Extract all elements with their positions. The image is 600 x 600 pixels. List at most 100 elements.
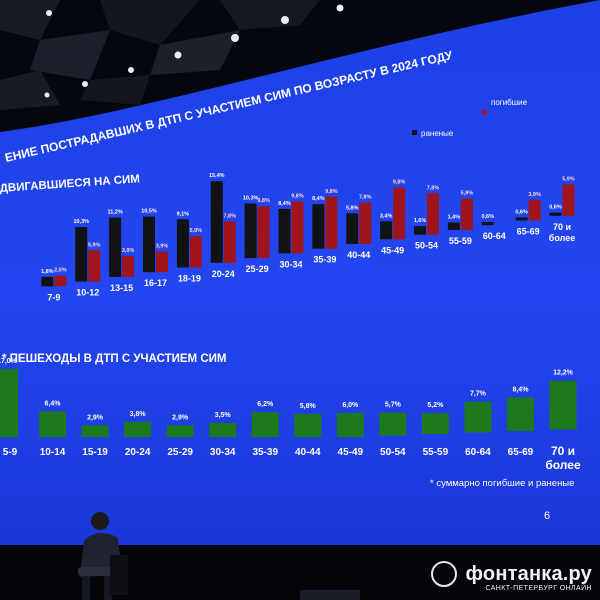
data-label-injured: 10,3% xyxy=(243,196,259,202)
data-label-pedestrians: 6,0% xyxy=(342,402,359,409)
x-tick-label: 30-34 xyxy=(210,447,236,458)
data-label-pedestrians: 7,7% xyxy=(470,391,487,398)
legend-swatch-killed xyxy=(482,110,487,115)
x-tick-label: 55-59 xyxy=(449,236,472,246)
bar-pedestrians xyxy=(336,413,364,437)
x-tick-label: 70 и более xyxy=(545,444,581,472)
bar-pedestrians xyxy=(251,412,279,437)
x-tick-label: 7-9 xyxy=(47,292,60,302)
data-label-injured: 1,4% xyxy=(448,214,461,220)
x-tick-label: 25-29 xyxy=(167,447,193,458)
data-label-pedestrians: 8,4% xyxy=(512,386,529,393)
data-label-pedestrians: 5,8% xyxy=(300,403,317,410)
data-label-injured: 0,6% xyxy=(515,209,528,215)
data-label-killed: 9,8% xyxy=(257,198,270,204)
x-tick-label: 5-9 xyxy=(3,447,18,458)
bar-pedestrians xyxy=(421,413,449,434)
bar-killed xyxy=(189,236,202,268)
legend-swatch-injured xyxy=(412,130,417,135)
data-label-injured: 1,6% xyxy=(414,218,427,224)
data-label-pedestrians: 5,7% xyxy=(385,402,402,409)
bar-killed xyxy=(88,250,101,282)
data-label-killed: 7,8% xyxy=(427,185,440,191)
bar-killed xyxy=(325,196,338,249)
bar-injured xyxy=(447,222,460,230)
bar-injured xyxy=(515,217,528,221)
x-tick-label: 20-24 xyxy=(212,269,235,279)
bar-injured xyxy=(380,221,393,240)
x-tick-label: 50-54 xyxy=(415,241,438,251)
legend-label-killed: погибшие xyxy=(491,98,528,107)
pedestrians-bar-chart: 17,0% 5-9 6,4% 10-14 2,9% 15-19 3,8% 20-24 2,9% 2… xyxy=(0,358,581,472)
data-label-killed: 2,0% xyxy=(54,268,67,274)
data-label-pedestrians: 6,4% xyxy=(45,400,62,407)
bar-injured xyxy=(312,204,325,249)
x-tick-label: 70 и более xyxy=(549,222,575,243)
bar-injured xyxy=(549,212,562,216)
fontanka-logo-icon xyxy=(431,561,458,587)
data-label-killed: 5,9% xyxy=(88,242,101,248)
watermark-subtitle: САНКТ-ПЕТЕРБУРГ ОНЛАЙН xyxy=(485,585,592,592)
data-label-pedestrians: 2,9% xyxy=(87,414,104,421)
bar-killed xyxy=(359,202,372,244)
data-label-killed: 3,9% xyxy=(156,244,169,250)
x-tick-label: 55-59 xyxy=(423,447,449,458)
bar-injured xyxy=(210,181,223,263)
footnote: * суммарно погибшие и раненые xyxy=(430,478,574,489)
data-label-injured: 1,8% xyxy=(41,269,54,275)
data-label-injured: 9,1% xyxy=(177,211,190,217)
bar-killed xyxy=(427,193,439,235)
bar-pedestrians xyxy=(0,369,18,437)
bar-killed xyxy=(156,251,168,273)
bar-killed xyxy=(122,256,135,277)
x-tick-label: 35-39 xyxy=(313,255,336,265)
bar-pedestrians xyxy=(124,421,152,437)
data-label-injured: 10,5% xyxy=(141,209,157,215)
data-label-injured: 8,4% xyxy=(312,196,325,202)
bar-injured xyxy=(244,203,257,259)
bar-injured xyxy=(109,217,122,277)
data-label-injured: 0,6% xyxy=(481,214,494,220)
x-tick-label: 18-19 xyxy=(178,274,201,284)
bar-injured xyxy=(75,227,88,282)
data-label-injured: 11,2% xyxy=(107,210,122,216)
screen-panel xyxy=(0,0,600,545)
x-tick-label: 60-64 xyxy=(465,447,491,458)
data-label-pedestrians: 17,0% xyxy=(0,358,18,365)
bar-pedestrians xyxy=(294,413,322,437)
bar-pedestrians xyxy=(166,425,194,437)
bar-injured xyxy=(278,208,291,254)
x-tick-label: 40-44 xyxy=(295,447,321,458)
data-label-pedestrians: 3,8% xyxy=(130,411,147,418)
data-label-pedestrians: 6,2% xyxy=(257,401,274,408)
x-tick-label: 16-17 xyxy=(144,278,167,288)
data-label-injured: 15,4% xyxy=(209,173,225,179)
legend-label-injured: раненые xyxy=(421,129,454,138)
bar-injured xyxy=(41,276,54,287)
data-label-killed: 9,8% xyxy=(393,179,406,185)
chart2-title: * ПЕШЕХОДЫ В ДТП С УЧАСТИЕМ СИМ xyxy=(2,353,226,365)
bar-killed xyxy=(291,201,304,254)
bar-killed xyxy=(460,198,473,230)
bar-pedestrians xyxy=(464,401,492,433)
data-label-killed: 9,8% xyxy=(325,189,338,195)
watermark-brand: фонтанка.ру xyxy=(465,562,592,585)
bar-killed xyxy=(528,199,541,221)
x-tick-label: 10-12 xyxy=(76,288,99,298)
bar-injured xyxy=(346,213,359,244)
x-tick-label: 65-69 xyxy=(508,447,534,458)
x-tick-label: 30-34 xyxy=(279,259,302,269)
data-label-injured: 3,4% xyxy=(380,213,393,219)
bar-pedestrians xyxy=(379,412,407,436)
x-tick-label: 50-54 xyxy=(380,447,406,458)
x-tick-label: 45-49 xyxy=(338,447,364,458)
bar-injured xyxy=(414,226,426,235)
data-label-killed: 7,8% xyxy=(359,195,372,201)
bar-injured xyxy=(176,219,189,268)
x-tick-label: 13-15 xyxy=(110,283,133,293)
presenter-figure xyxy=(78,512,128,600)
x-tick-label: 45-49 xyxy=(381,245,404,255)
bar-killed xyxy=(393,187,406,240)
